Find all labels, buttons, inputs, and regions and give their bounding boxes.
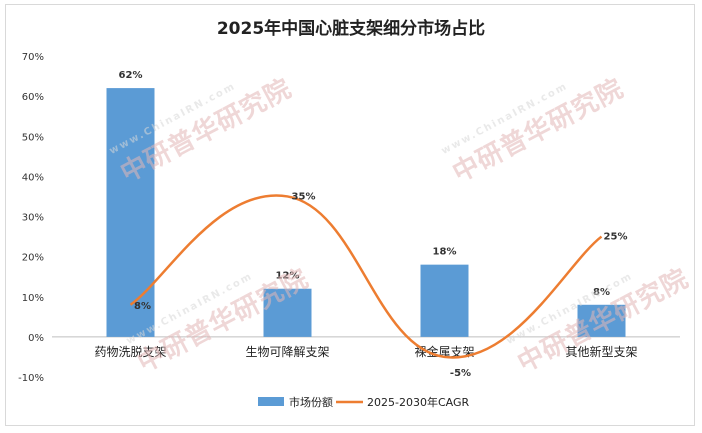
legend-label-bar: 市场份额 [289, 395, 333, 409]
line-series-cagr [129, 194, 603, 359]
y-tick-label: 60% [22, 92, 44, 103]
y-tick-label: 20% [22, 253, 44, 264]
x-category-label: 生物可降解支架 [245, 345, 329, 359]
bar [577, 304, 626, 337]
y-tick-label: 0% [28, 333, 44, 344]
y-tick-label: 50% [22, 132, 44, 143]
bar [106, 88, 155, 337]
bar-data-label: 12% [276, 271, 300, 282]
legend-label-line: 2025-2030年CAGR [367, 395, 469, 409]
legend-swatch-bar [258, 397, 284, 406]
x-category-label: 裸金属支架 [414, 344, 474, 359]
y-tick-label: 10% [22, 293, 44, 304]
bar-data-label: 18% [433, 247, 457, 258]
line-data-label: 8% [134, 301, 151, 312]
y-tick-label: -10% [18, 373, 44, 384]
y-tick-label: 40% [22, 172, 44, 183]
y-tick-label: 70% [22, 52, 44, 63]
line-data-label: -5% [450, 368, 471, 379]
y-tick-label: 30% [22, 213, 44, 224]
bar [420, 264, 469, 337]
line-data-label: 25% [604, 232, 628, 243]
bar-data-label: 62% [119, 70, 143, 81]
line-data-label: 35% [292, 191, 316, 202]
bar-data-label: 8% [593, 287, 610, 298]
x-category-label: 药物洗脱支架 [94, 344, 166, 359]
x-category-label: 其他新型支架 [565, 344, 637, 359]
chart-title: 2025年中国心脏支架细分市场占比 [216, 19, 486, 39]
bar [263, 288, 312, 337]
